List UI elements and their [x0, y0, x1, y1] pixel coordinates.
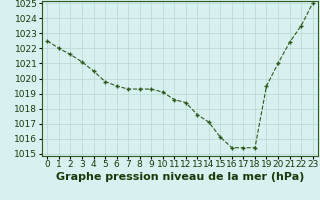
X-axis label: Graphe pression niveau de la mer (hPa): Graphe pression niveau de la mer (hPa)	[56, 172, 304, 182]
